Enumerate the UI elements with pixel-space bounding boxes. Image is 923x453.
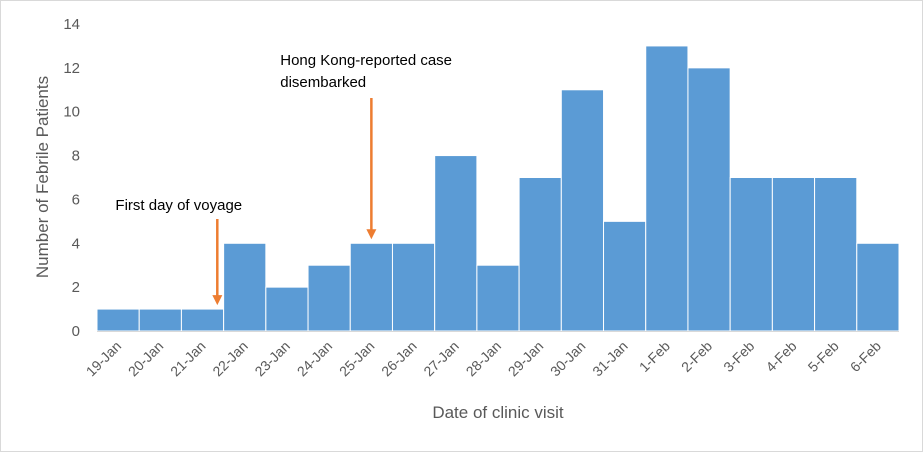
x-tick-label: 27-Jan bbox=[420, 338, 462, 380]
x-tick-label: 2-Feb bbox=[678, 338, 715, 375]
x-tick-label: 24-Jan bbox=[294, 338, 336, 380]
y-tick-label: 2 bbox=[72, 279, 80, 296]
annotations: First day of voyage Hong Kong-reported ca… bbox=[115, 52, 452, 306]
bar-27-Jan bbox=[434, 155, 478, 332]
x-tick-label: 5-Feb bbox=[805, 338, 842, 375]
x-tick-label: 22-Jan bbox=[209, 338, 251, 380]
annotation-text: First day of voyage bbox=[115, 197, 242, 214]
x-tick-labels: 19-Jan 20-Jan 21-Jan 22-Jan 23-Jan 24-Jan 25-J… bbox=[83, 338, 885, 380]
x-tick-label: 4-Feb bbox=[762, 338, 799, 375]
x-tick-label: 25-Jan bbox=[336, 338, 378, 380]
bar-22-Jan bbox=[223, 242, 267, 332]
bar-19-Jan bbox=[96, 308, 140, 332]
bar-21-Jan bbox=[180, 308, 225, 332]
x-tick-label: 1-Feb bbox=[636, 338, 673, 375]
bar-2-Feb bbox=[687, 67, 731, 332]
x-tick-label: 28-Jan bbox=[463, 338, 505, 380]
annotation-2: Hong Kong-reported case disembarked bbox=[280, 52, 452, 240]
bar-31-Jan bbox=[603, 220, 647, 332]
bar-3-Feb bbox=[729, 177, 773, 332]
x-axis-title: Date of clinic visit bbox=[432, 403, 564, 422]
annotation-text: Hong Kong-reported case bbox=[280, 52, 452, 69]
y-tick-label: 12 bbox=[63, 60, 80, 77]
bar-1-Feb bbox=[645, 45, 689, 332]
bar-25-Jan bbox=[349, 242, 393, 332]
x-tick-label: 20-Jan bbox=[125, 338, 167, 380]
bar-23-Jan bbox=[265, 286, 309, 332]
annotation-arrow-head bbox=[366, 229, 377, 240]
bar-29-Jan bbox=[518, 177, 562, 332]
annotation-text: disembarked bbox=[280, 74, 366, 91]
bar-26-Jan bbox=[391, 242, 436, 332]
bar-20-Jan bbox=[138, 308, 182, 332]
x-tick-label: 3-Feb bbox=[720, 338, 757, 375]
y-tick-label: 4 bbox=[72, 235, 80, 252]
y-tick-label: 10 bbox=[63, 104, 80, 121]
bars-layer bbox=[96, 45, 900, 332]
bar-4-Feb bbox=[771, 177, 816, 332]
x-tick-label: 29-Jan bbox=[505, 338, 547, 380]
x-tick-label: 6-Feb bbox=[847, 338, 884, 375]
y-tick-labels: 0 2 4 6 8 10 12 14 bbox=[63, 16, 80, 340]
bar-6-Feb bbox=[856, 242, 900, 332]
y-tick-label: 14 bbox=[63, 16, 80, 33]
x-tick-label: 26-Jan bbox=[378, 338, 420, 380]
bar-24-Jan bbox=[307, 264, 351, 332]
y-tick-label: 0 bbox=[72, 323, 80, 340]
bar-28-Jan bbox=[476, 264, 520, 332]
annotation-1: First day of voyage bbox=[115, 197, 242, 306]
bar-5-Feb bbox=[814, 177, 858, 332]
x-tick-label: 30-Jan bbox=[547, 338, 589, 380]
x-tick-label: 31-Jan bbox=[589, 338, 631, 380]
y-tick-label: 6 bbox=[72, 191, 80, 208]
y-axis-title: Number of Febrile Patients bbox=[33, 76, 52, 278]
x-tick-label: 21-Jan bbox=[167, 338, 209, 380]
y-tick-label: 8 bbox=[72, 148, 80, 165]
annotation-arrow-head bbox=[212, 295, 223, 306]
x-tick-label: 23-Jan bbox=[251, 338, 293, 380]
x-tick-label: 19-Jan bbox=[83, 338, 125, 380]
bar-30-Jan bbox=[560, 89, 605, 332]
